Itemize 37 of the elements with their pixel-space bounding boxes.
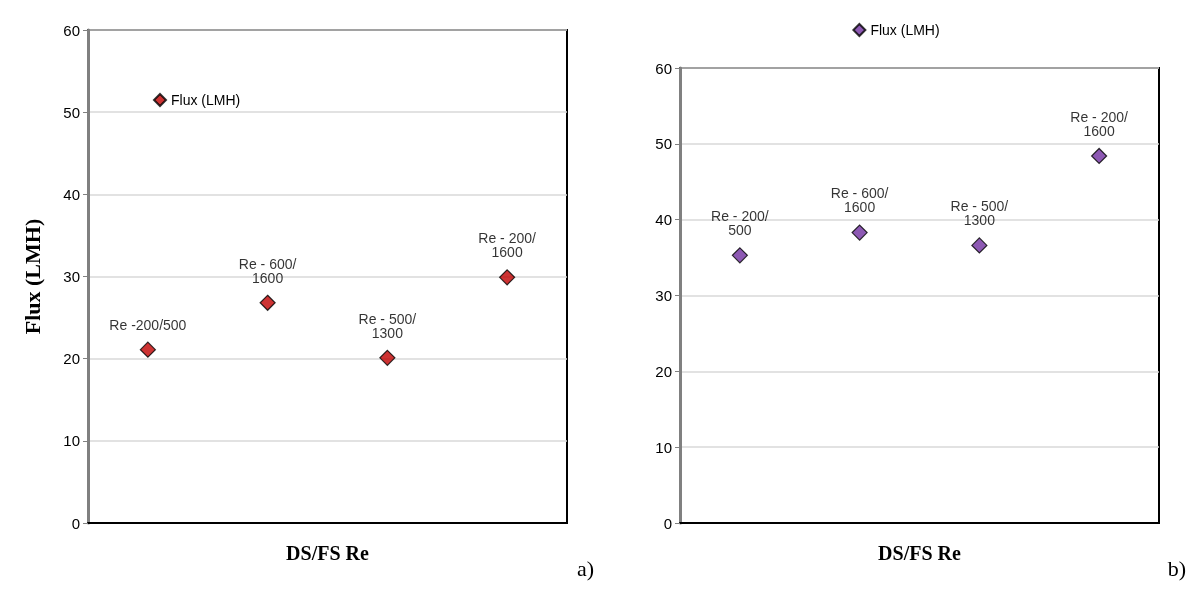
point (259, 294, 276, 311)
y-tick-label: 20 (63, 350, 80, 368)
y-tick-label: 50 (655, 135, 672, 153)
point (731, 247, 748, 264)
x-axis-title: DS/FS Re (878, 542, 962, 564)
data-label: Re - 500/1300 (358, 310, 417, 341)
y-tick-label: 30 (655, 287, 672, 304)
y-tick-label: 0 (663, 514, 672, 532)
data-label: Re - 500/1300 (950, 198, 1009, 229)
legend-label: Flux (LMH) (870, 22, 940, 38)
y-tick-label: 0 (71, 514, 80, 532)
y-tick-label: 40 (63, 185, 80, 203)
point (499, 269, 516, 286)
point (379, 349, 396, 366)
data-label: Re - 200/1600 (478, 230, 537, 261)
point (139, 341, 156, 358)
data-label: Re - 200/1600 (1070, 108, 1129, 139)
point (851, 224, 868, 241)
text: a) (576, 555, 594, 581)
data-label: Re - 600/1600 (830, 185, 889, 216)
point (971, 237, 988, 254)
y-tick-label: 40 (655, 211, 672, 229)
point (1091, 147, 1108, 165)
data-label: Re - 200/500 (711, 208, 769, 239)
y-tick-label: 10 (63, 432, 80, 450)
data-label: Re -200/500 (109, 316, 187, 333)
y-axis-title: Flux (LMH) (19, 218, 45, 335)
y-tick-label: 60 (63, 21, 80, 39)
text: b) (1167, 555, 1186, 581)
data-label: Re - 600/1600 (238, 255, 297, 286)
y-tick-label: 30 (63, 268, 80, 285)
legend-label: Flux (LMH) (171, 92, 241, 108)
y-tick-label: 50 (63, 103, 80, 121)
y-tick-label: 60 (655, 59, 672, 77)
y-tick-label: 20 (655, 362, 672, 380)
x-axis-title: DS/FS Re (286, 542, 370, 564)
y-tick-label: 10 (655, 438, 672, 456)
